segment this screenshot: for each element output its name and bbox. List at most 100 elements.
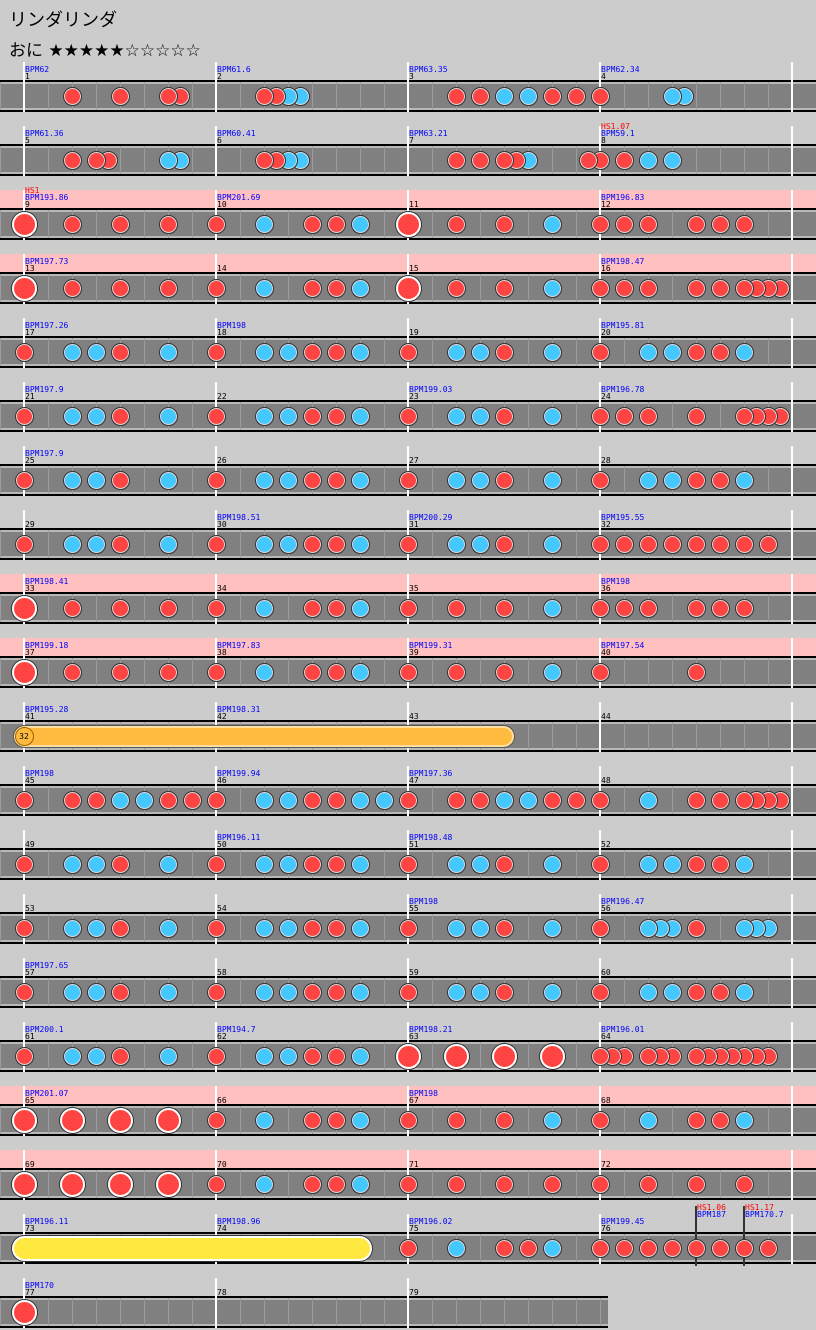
measure-number: 32 — [601, 520, 611, 529]
don-note — [446, 790, 466, 810]
don-note — [518, 1238, 538, 1258]
grid-line — [720, 914, 721, 942]
scroll-speed-label: HS1.17 — [745, 1203, 774, 1212]
bpm-label: BPM197.73 — [25, 257, 69, 266]
grid-line — [240, 274, 241, 302]
bpm-label: BPM60.41 — [217, 129, 256, 138]
grid-line — [288, 274, 289, 302]
grid-line — [480, 274, 481, 302]
grid-line — [672, 722, 673, 750]
measure-number: 49 — [25, 840, 35, 849]
grid-line — [720, 82, 721, 110]
measure-number: 20 — [601, 328, 611, 337]
don-note — [206, 1110, 226, 1130]
don-note — [590, 854, 610, 874]
don-note — [206, 470, 226, 490]
don-note — [542, 1174, 562, 1194]
don-note — [110, 534, 130, 554]
measure-number: 71 — [409, 1160, 419, 1169]
don-note — [302, 854, 322, 874]
don-note — [326, 662, 346, 682]
measure-line — [791, 1086, 793, 1136]
grid-line — [144, 210, 145, 238]
don-note — [206, 918, 226, 938]
don-note — [398, 1110, 418, 1130]
ka-note — [350, 342, 370, 362]
don-note — [710, 790, 730, 810]
ka-note — [542, 406, 562, 426]
drumroll — [12, 1235, 372, 1261]
measure-number: 52 — [601, 840, 611, 849]
don-note — [398, 662, 418, 682]
grid-line — [528, 466, 529, 494]
don-note — [590, 1110, 610, 1130]
grid-line — [480, 1106, 481, 1134]
ka-note — [542, 598, 562, 618]
measure-number: 23 — [409, 392, 419, 401]
ka-note — [446, 1238, 466, 1258]
measure-number: 38 — [217, 648, 227, 657]
big-don-note — [155, 1107, 181, 1133]
bpm-label: BPM170 — [25, 1281, 54, 1290]
ka-note — [254, 214, 274, 234]
grid-line — [624, 82, 625, 110]
measure-line — [791, 62, 793, 112]
ka-note — [470, 406, 490, 426]
measure-number: 22 — [217, 392, 227, 401]
bpm-label: BPM197.26 — [25, 321, 69, 330]
grid-line — [240, 82, 241, 110]
grid-line — [720, 402, 721, 430]
bpm-label: BPM200.29 — [409, 513, 453, 522]
ka-note — [542, 278, 562, 298]
grid-line — [432, 1298, 433, 1326]
don-note — [734, 278, 754, 298]
grid-line — [744, 658, 745, 686]
grid-line — [48, 274, 49, 302]
don-note — [326, 982, 346, 1002]
grid-line — [504, 1298, 505, 1326]
grid-line — [432, 594, 433, 622]
measure-number: 34 — [217, 584, 227, 593]
ka-note — [158, 918, 178, 938]
don-note — [566, 86, 586, 106]
measure-number: 57 — [25, 968, 35, 977]
bpm-label: BPM197.54 — [601, 641, 645, 650]
big-don-note — [539, 1043, 565, 1069]
don-note — [206, 790, 226, 810]
grid-line — [144, 1042, 145, 1070]
grid-line — [576, 210, 577, 238]
don-note — [686, 470, 706, 490]
ka-note — [254, 1174, 274, 1194]
don-note — [398, 1238, 418, 1258]
grid-line — [384, 466, 385, 494]
ka-note — [518, 86, 538, 106]
ka-note — [254, 1046, 274, 1066]
ka-note — [542, 982, 562, 1002]
don-note — [614, 406, 634, 426]
measure-line — [791, 830, 793, 880]
bpm-label: BPM197.36 — [409, 769, 453, 778]
measure-number: 62 — [217, 1032, 227, 1041]
grid-line — [648, 722, 649, 750]
event-line — [695, 1206, 697, 1266]
measure-number: 4 — [601, 72, 606, 81]
grid-line — [432, 274, 433, 302]
don-note — [86, 790, 106, 810]
difficulty: おに ★★★★★☆☆☆☆☆ — [9, 36, 201, 61]
measure-number: 2 — [217, 72, 222, 81]
grid-line — [528, 850, 529, 878]
grid-line — [720, 1170, 721, 1198]
don-note — [734, 406, 754, 426]
don-note — [686, 1110, 706, 1130]
grid-line — [96, 1106, 97, 1134]
don-note — [158, 214, 178, 234]
don-note — [14, 534, 34, 554]
grid-line — [96, 210, 97, 238]
don-note — [326, 1046, 346, 1066]
don-note — [578, 150, 598, 170]
grid-line — [240, 594, 241, 622]
don-note — [86, 150, 106, 170]
bpm-label: BPM170.7 — [745, 1210, 784, 1219]
don-note — [326, 214, 346, 234]
grid-line — [48, 210, 49, 238]
